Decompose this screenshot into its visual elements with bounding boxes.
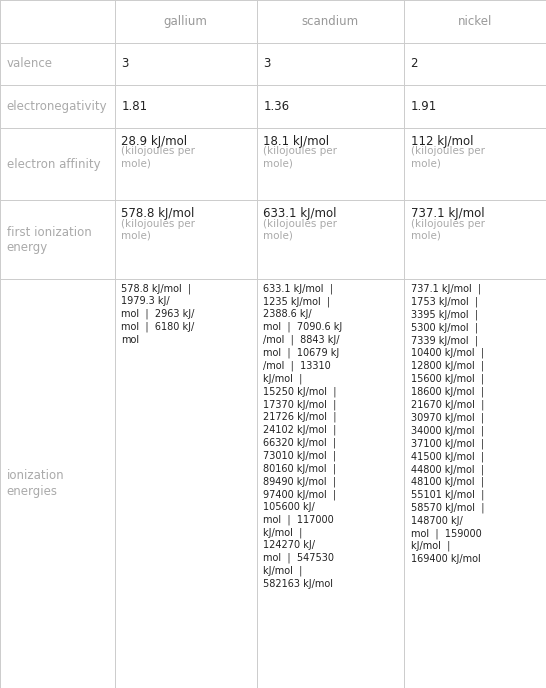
Text: (kilojoules per
mole): (kilojoules per mole) [263,147,337,169]
Text: 578.8 kJ/mol  |
1979.3 kJ/
mol  |  2963 kJ/
mol  |  6180 kJ/
mol: 578.8 kJ/mol | 1979.3 kJ/ mol | 2963 kJ/… [121,283,194,345]
Text: (kilojoules per
mole): (kilojoules per mole) [263,219,337,241]
Text: 1.91: 1.91 [411,100,437,113]
Text: (kilojoules per
mole): (kilojoules per mole) [121,147,195,169]
Text: ionization
energies: ionization energies [7,469,64,498]
Text: first ionization
energy: first ionization energy [7,226,91,254]
Text: 3: 3 [263,58,271,70]
Text: valence: valence [7,58,52,70]
Text: 18.1 kJ/mol: 18.1 kJ/mol [263,135,329,147]
Text: (kilojoules per
mole): (kilojoules per mole) [121,219,195,241]
Text: 3: 3 [121,58,129,70]
Text: 578.8 kJ/mol: 578.8 kJ/mol [121,207,194,219]
Text: 737.1 kJ/mol: 737.1 kJ/mol [411,207,484,219]
Text: 737.1 kJ/mol  |
1753 kJ/mol  |
3395 kJ/mol  |
5300 kJ/mol  |
7339 kJ/mol  |
1040: 737.1 kJ/mol | 1753 kJ/mol | 3395 kJ/mol… [411,283,484,564]
Text: electron affinity: electron affinity [7,158,100,171]
Text: (kilojoules per
mole): (kilojoules per mole) [411,147,485,169]
Text: scandium: scandium [302,15,359,28]
Text: 1.81: 1.81 [121,100,147,113]
Text: nickel: nickel [458,15,492,28]
Text: 2: 2 [411,58,418,70]
Text: gallium: gallium [164,15,207,28]
Text: electronegativity: electronegativity [7,100,107,113]
Text: 28.9 kJ/mol: 28.9 kJ/mol [121,135,187,147]
Text: 112 kJ/mol: 112 kJ/mol [411,135,473,147]
Text: 633.1 kJ/mol  |
1235 kJ/mol  |
2388.6 kJ/
mol  |  7090.6 kJ
/mol  |  8843 kJ/
mo: 633.1 kJ/mol | 1235 kJ/mol | 2388.6 kJ/ … [263,283,342,589]
Text: 633.1 kJ/mol: 633.1 kJ/mol [263,207,337,219]
Text: 1.36: 1.36 [263,100,289,113]
Text: (kilojoules per
mole): (kilojoules per mole) [411,219,485,241]
